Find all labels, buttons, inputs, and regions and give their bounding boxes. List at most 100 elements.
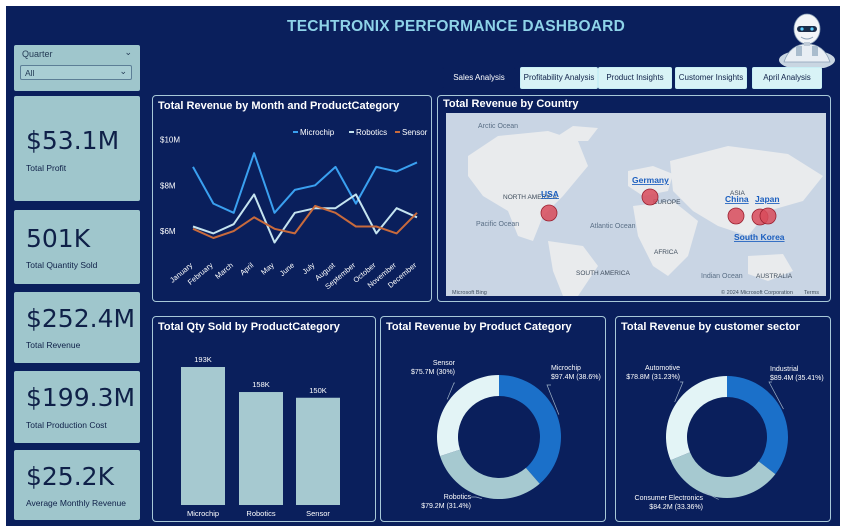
x-tick-label: March [213, 261, 235, 281]
quarter-dropdown[interactable]: All ⌄ [20, 65, 132, 80]
bar-robotics [239, 392, 283, 505]
bar-value-label: 158K [252, 380, 270, 389]
map-label: NORTH AMERICA [503, 194, 558, 201]
map-label: ASIA [730, 190, 745, 197]
tab-april-analysis[interactable]: April Analysis [752, 67, 822, 89]
slice-name-label: Industrial [770, 366, 799, 373]
map-terms-link[interactable]: Terms [804, 290, 819, 296]
chart-title: Total Revenue by customer sector [621, 321, 800, 333]
map-copyright: © 2024 Microsoft Corporation [721, 289, 793, 296]
x-tick-label: June [278, 261, 296, 278]
bar-category-label: Sensor [306, 509, 330, 518]
slice-value-label: $79.2M (31.4%) [421, 503, 471, 510]
slice-robotics [440, 449, 540, 499]
legend-label: Sensor [402, 128, 428, 137]
country-label-germany[interactable]: Germany [632, 175, 669, 185]
y-tick-label: $8M [160, 181, 176, 190]
slice-value-label: $89.4M (35.41%) [770, 375, 824, 382]
kpi-card-total-production-cost: $199.3M Total Production Cost [14, 371, 140, 443]
australia-shape [748, 254, 793, 281]
leader-line [471, 496, 482, 500]
kpi-value: $252.4M [26, 304, 136, 333]
map-label: Arctic Ocean [478, 123, 518, 130]
map-marker-japan[interactable] [759, 207, 777, 225]
bar-sensor [296, 397, 340, 505]
map-label: Pacific Ocean [476, 221, 519, 228]
bar-category-label: Robotics [246, 509, 275, 518]
chart-title: Total Revenue by Product Category [386, 321, 572, 333]
quarter-dropdown-value: All [25, 68, 35, 78]
slice-value-label: $75.7M (30%) [411, 369, 455, 376]
dashboard: TECHTRONIX PERFORMANCE DASHBOARD Quarter… [6, 6, 840, 526]
kpi-label: Total Quantity Sold [26, 260, 98, 270]
revenue-by-month-card: Total Revenue by Month and ProductCatego… [152, 95, 432, 302]
country-label-china[interactable]: China [725, 194, 749, 204]
asia-shape [670, 146, 823, 236]
chevron-down-icon[interactable]: ⌄ [124, 47, 132, 57]
slice-industrial [727, 376, 788, 475]
product-donut-chart: Microchip $97.4M (38.6%) Robotics $79.2M (3… [411, 360, 601, 510]
map-label: SOUTH AMERICA [576, 270, 630, 277]
slice-name-label: Automotive [645, 365, 680, 372]
revenue-by-country-card: Total Revenue by Country Arctic Ocean NO… [437, 95, 831, 302]
series-line-sensor [192, 204, 418, 239]
kpi-card-total-revenue: $252.4M Total Revenue [14, 292, 140, 363]
bing-logo: Microsoft Bing [452, 290, 487, 296]
country-label-south-korea[interactable]: South Korea [734, 232, 785, 242]
map-label: AFRICA [654, 249, 679, 256]
europe-shape [628, 166, 673, 196]
map-label: AUSTRALIA [756, 273, 793, 280]
slice-value-label: $84.2M (33.36%) [649, 504, 703, 511]
africa-shape [633, 201, 698, 276]
leader-line [768, 381, 784, 410]
map-marker-china[interactable] [727, 207, 745, 225]
leader-line [446, 382, 455, 400]
slice-name-label: Microchip [551, 365, 581, 372]
slice-automotive [665, 376, 727, 461]
slice-name-label: Robotics [444, 494, 472, 501]
leader-line [546, 384, 560, 415]
y-tick-label: $6M [160, 227, 176, 236]
slice-value-label: $78.8M (31.23%) [626, 374, 680, 381]
south-america-shape [548, 241, 598, 296]
x-tick-label: May [259, 260, 276, 276]
robot-logo-icon [779, 13, 835, 68]
kpi-label: Total Revenue [26, 340, 81, 350]
qty-sold-card: Total Qty Sold by ProductCategory 193K Mi… [152, 316, 376, 522]
bar-category-label: Microchip [187, 509, 219, 518]
world-map[interactable]: Arctic Ocean NORTH AMERICA Pacific Ocean… [438, 96, 830, 301]
north-america-shape [468, 131, 588, 241]
chart-title: Total Revenue by Month and ProductCatego… [158, 100, 400, 112]
country-label-usa[interactable]: USA [541, 189, 559, 199]
greenland-shape [550, 126, 598, 141]
country-label-japan[interactable]: Japan [755, 194, 780, 204]
tab-profitability-analysis[interactable]: Profitability Analysis [520, 67, 598, 89]
tab-product-insights[interactable]: Product Insights [598, 67, 672, 89]
series-line-robotics [192, 193, 418, 244]
slice-consumer-electronics [670, 452, 776, 499]
kpi-card-total-quantity: 501K Total Quantity Sold [14, 210, 140, 284]
kpi-label: Total Production Cost [26, 420, 107, 430]
kpi-value: $199.3M [26, 383, 136, 412]
page-title: TECHTRONIX PERFORMANCE DASHBOARD [287, 18, 625, 35]
tab-sales-analysis[interactable]: Sales Analysis [442, 67, 516, 89]
dropdown-chevron-icon: ⌄ [119, 66, 127, 76]
kpi-value: 501K [26, 224, 91, 253]
slice-microchip [499, 375, 562, 484]
map-marker-germany[interactable] [641, 188, 659, 206]
slicer-label: Quarter [22, 49, 53, 59]
kpi-label: Average Monthly Revenue [26, 498, 127, 508]
map-label: Atlantic Ocean [590, 223, 636, 230]
slice-name-label: Sensor [433, 360, 456, 367]
x-tick-label: April [238, 260, 256, 277]
quarter-slicer[interactable]: Quarter ⌄ All ⌄ [14, 45, 140, 91]
slice-sensor [437, 375, 499, 457]
tab-customer-insights[interactable]: Customer Insights [675, 67, 747, 89]
series-line-microchip [192, 152, 418, 214]
leader-line [674, 381, 684, 403]
kpi-label: Total Profit [26, 163, 67, 173]
revenue-by-product-card: Total Revenue by Product Category Microc… [380, 316, 606, 522]
map-marker-usa[interactable] [540, 204, 558, 222]
leader-line [704, 492, 719, 500]
y-tick-label: $10M [160, 135, 180, 144]
